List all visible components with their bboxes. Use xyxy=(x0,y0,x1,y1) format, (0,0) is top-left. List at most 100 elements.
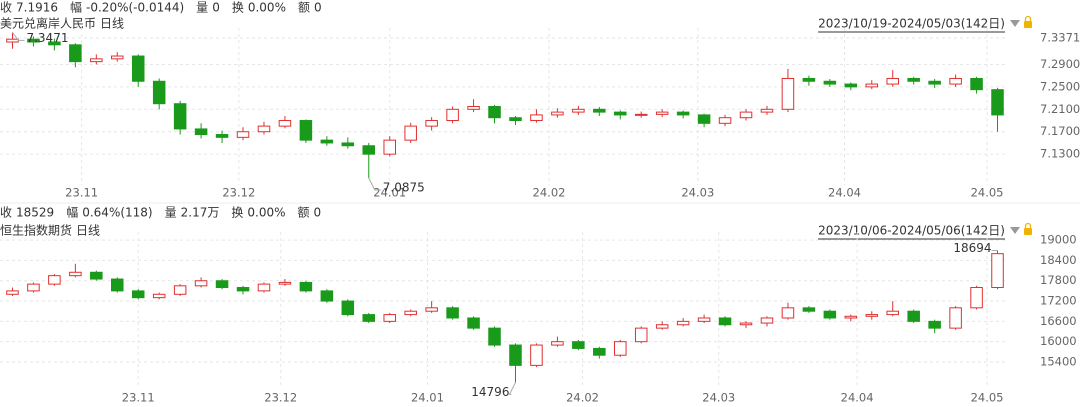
stat-value: 0.00% xyxy=(247,206,285,220)
candle-body xyxy=(194,280,208,287)
x-tick-label: 24.04 xyxy=(841,391,874,405)
annotation-label: 7.3471 xyxy=(26,31,68,45)
candle-body xyxy=(949,77,962,85)
stat-label: 收 xyxy=(0,1,12,15)
candle-body xyxy=(111,278,124,292)
candle-body xyxy=(572,108,585,113)
x-tick-label: 24.03 xyxy=(702,391,735,405)
candle-body xyxy=(970,287,983,309)
candle-body xyxy=(383,139,396,155)
candle-body xyxy=(739,111,753,119)
candle-body xyxy=(760,108,774,113)
instrument-title: 恒生指数期货 xyxy=(0,223,72,238)
stat-label: 换 xyxy=(232,1,244,15)
stat-label: 收 xyxy=(0,206,12,220)
candle-body xyxy=(257,283,271,292)
annotation-leader xyxy=(508,382,516,395)
candle-body xyxy=(949,307,962,329)
candle-body xyxy=(823,80,837,85)
candle-body xyxy=(844,83,858,88)
stat-label: 幅 xyxy=(66,205,78,220)
candle-body xyxy=(48,275,61,285)
annotation-label: 7.0875 xyxy=(383,180,425,194)
x-tick-label: 24.05 xyxy=(971,186,1004,200)
candle-body xyxy=(194,128,208,136)
candle-body xyxy=(865,314,879,317)
x-tick-label: 24.05 xyxy=(971,391,1004,405)
y-tick-label: 16000 xyxy=(1040,334,1077,348)
candle-body xyxy=(236,287,250,292)
candle-body xyxy=(48,41,61,46)
date-range[interactable]: 2023/10/19-2024/05/03(142日) xyxy=(818,17,1005,31)
candle-body xyxy=(572,341,585,349)
stat-value: 0 xyxy=(314,1,322,15)
candle-body xyxy=(697,114,711,124)
candle-body xyxy=(970,77,983,91)
annotation-leader xyxy=(12,32,25,41)
instrument-title: 美元兑离岸人民币 xyxy=(0,16,96,31)
stat-value: 18529 xyxy=(16,206,54,220)
annotation-label: 14796 xyxy=(471,385,509,399)
candle-body xyxy=(907,77,920,82)
candle-body xyxy=(278,281,292,285)
x-tick-label: 23.12 xyxy=(222,186,255,200)
candle-body xyxy=(614,111,627,116)
x-tick-label: 24.02 xyxy=(533,186,566,200)
y-tick-label: 17200 xyxy=(1040,294,1077,308)
date-range[interactable]: 2023/10/06-2024/05/06(142日) xyxy=(818,224,1005,238)
candle-body xyxy=(173,103,187,130)
candle-body xyxy=(509,117,522,122)
stat-label: 换 xyxy=(231,206,243,220)
candle-body xyxy=(530,114,543,122)
candle-body xyxy=(278,120,292,127)
candle-body xyxy=(69,44,82,63)
y-tick-label: 7.2100 xyxy=(1040,102,1080,116)
y-tick-label: 7.3371 xyxy=(1040,31,1080,45)
stat-label: 量 xyxy=(196,1,208,15)
period: 日线 xyxy=(100,17,124,31)
annotation-label: 18694 xyxy=(953,241,991,255)
candle-body xyxy=(6,38,19,43)
candle-body xyxy=(467,317,480,329)
y-tick-label: 17800 xyxy=(1040,273,1077,287)
candle-body xyxy=(928,80,941,85)
x-tick-label: 24.04 xyxy=(828,186,861,200)
candle-body xyxy=(886,77,899,85)
dropdown-arrow xyxy=(1010,227,1020,234)
y-tick-label: 7.1300 xyxy=(1040,147,1080,161)
candle-body xyxy=(257,125,271,133)
candle-body xyxy=(152,80,166,105)
candle-body xyxy=(634,113,648,116)
candle-body xyxy=(593,347,606,356)
period: 日线 xyxy=(76,224,100,238)
stat-value: 0.64%(118) xyxy=(82,206,152,220)
candle-body xyxy=(173,285,187,295)
x-tick-label: 23.12 xyxy=(264,391,297,405)
candle-body xyxy=(341,142,355,147)
candle-body xyxy=(236,131,250,138)
candle-body xyxy=(697,317,711,322)
stat-value: 0 xyxy=(314,206,322,220)
candle-body xyxy=(320,139,334,144)
candle-body xyxy=(802,77,816,82)
candle-body xyxy=(907,310,920,322)
stat-label: 量 xyxy=(165,206,177,220)
stat-value: 0 xyxy=(212,1,220,15)
candle-body xyxy=(27,38,40,43)
y-tick-label: 16600 xyxy=(1040,314,1077,328)
candle-body xyxy=(823,310,837,319)
candle-body xyxy=(739,322,753,326)
annotation-leader xyxy=(368,177,381,191)
candle-body xyxy=(215,280,229,289)
x-tick-label: 23.11 xyxy=(122,391,155,405)
stat-label: 幅 xyxy=(70,0,82,15)
y-tick-label: 18400 xyxy=(1040,253,1077,267)
candle-body xyxy=(90,58,103,63)
candle-body xyxy=(488,327,501,346)
candle-body xyxy=(362,145,376,155)
candle-body xyxy=(90,271,103,280)
candle-body xyxy=(655,324,669,329)
candle-body xyxy=(781,77,795,110)
candle-body xyxy=(488,106,501,119)
